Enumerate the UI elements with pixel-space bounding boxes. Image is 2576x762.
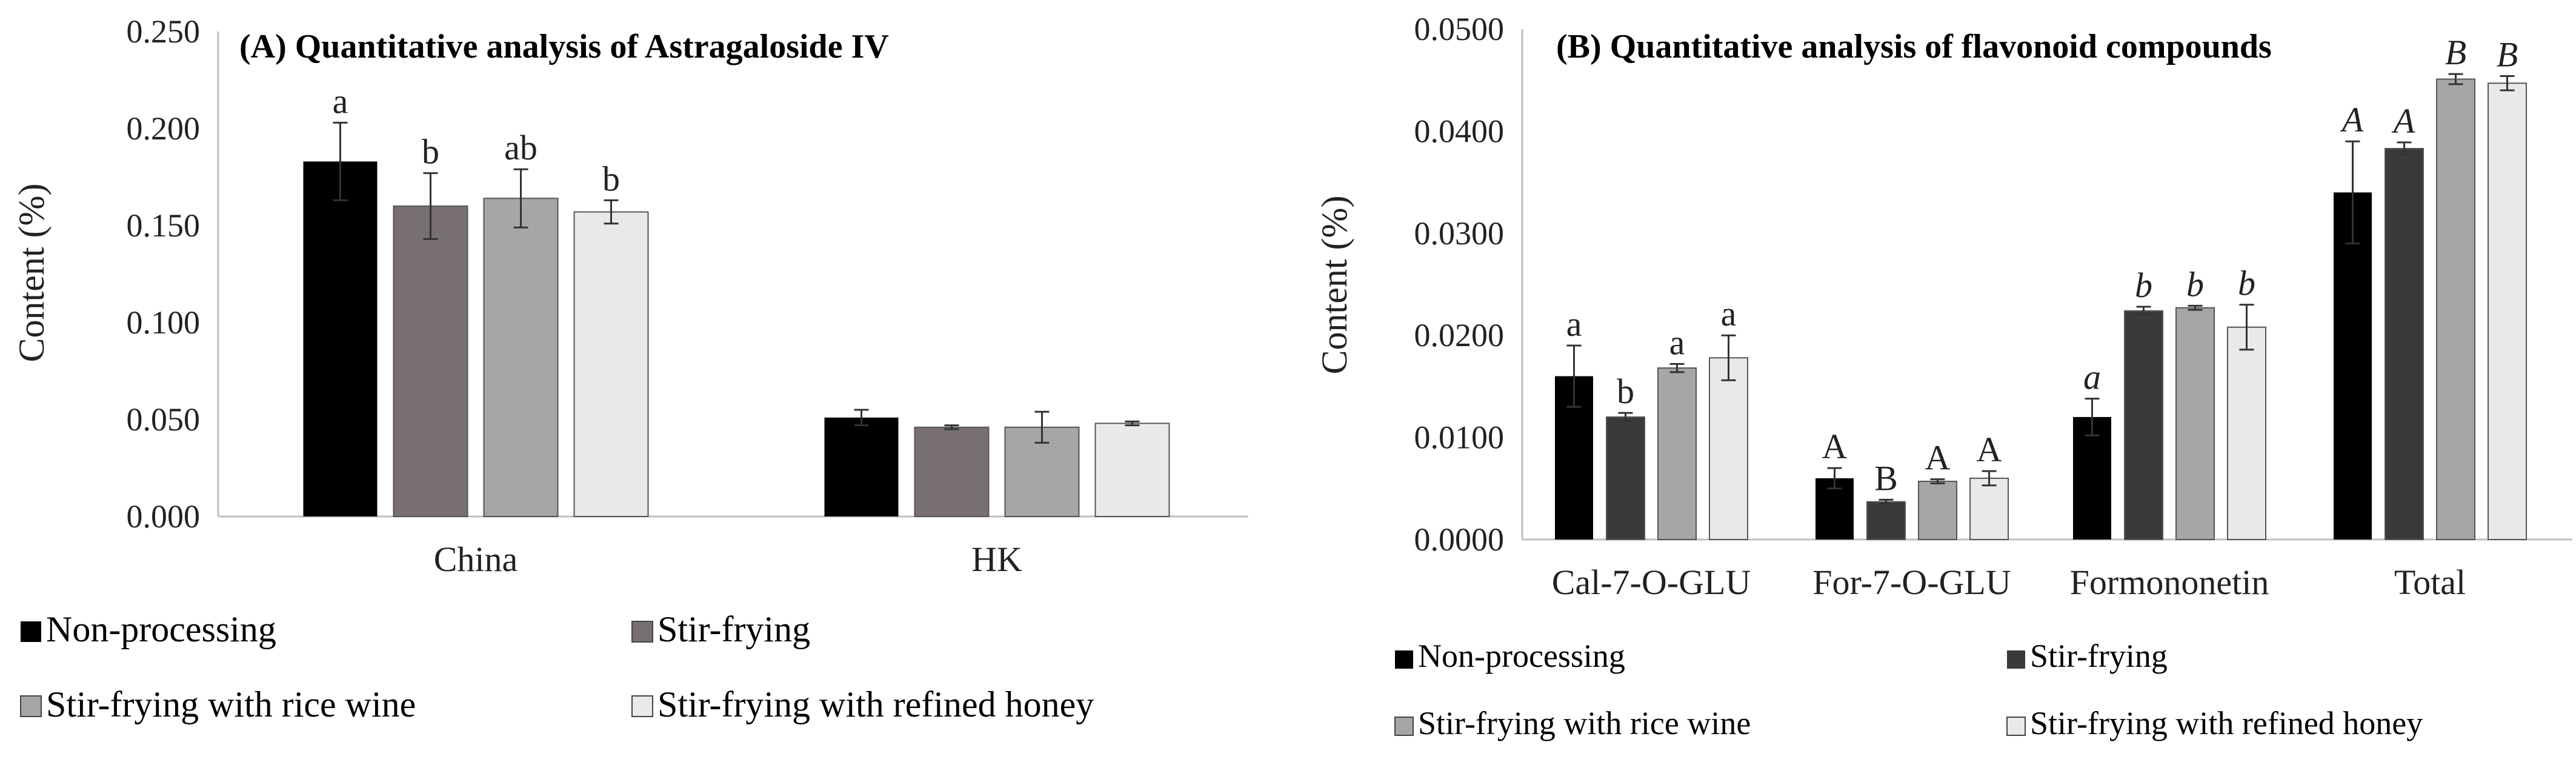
b-significance-label: B: [2497, 35, 2518, 74]
panel-b-title: (B) Quantitative analysis of flavonoid c…: [1556, 28, 2272, 65]
b-bar: [2124, 310, 2163, 540]
panel-a-title: (A) Quantitative analysis of Astragalosi…: [239, 28, 889, 65]
legend-swatch: [21, 621, 41, 642]
panel-b-category-label: Cal-7-O-GLU: [1552, 563, 1751, 602]
panel-b: (B) Quantitative analysis of flavonoid c…: [1314, 11, 2572, 741]
b-bar: [1969, 477, 2009, 541]
panel-b-category-label: Formononetin: [2070, 563, 2269, 602]
panel-b-categories: Cal-7-O-GLU For-7-O-GLU Formononetin Tot…: [1552, 563, 2466, 602]
a-bar: [393, 206, 468, 517]
legend-label: Non-processing: [1418, 638, 1625, 674]
legend-item-refined-honey: Stir-frying with refined honey: [2006, 705, 2423, 741]
panel-a-bars: ab abb: [303, 81, 1170, 518]
panel-a-y-axis-label: Content (%): [12, 184, 52, 363]
panel-a-category-label: China: [434, 540, 518, 579]
b-bar: [1709, 357, 1748, 540]
b-y-tick-label: 0.0000: [1414, 521, 1505, 558]
b-significance-label: A: [2340, 100, 2364, 139]
panel-a-category-label: HK: [971, 540, 1022, 579]
b-significance-label: a: [1669, 323, 1685, 362]
b-y-tick-label: 0.0200: [1414, 317, 1505, 353]
legend-label: Stir-frying with refined honey: [2030, 705, 2423, 741]
b-bar: [2227, 326, 2266, 541]
panel-b-category-label: Total: [2394, 563, 2466, 602]
panel-b-legend: Non-processing Stir-frying Stir-frying w…: [1394, 638, 2423, 741]
b-y-tick-label: 0.0400: [1414, 113, 1505, 149]
b-bar: [1606, 416, 1645, 540]
legend-swatch: [20, 695, 42, 717]
b-significance-label: b: [2186, 264, 2204, 304]
a-y-tick-label: 0.200: [127, 110, 201, 147]
a-bar: [824, 417, 899, 516]
b-significance-label: A: [1822, 427, 1848, 466]
b-significance-label: b: [1617, 372, 1634, 411]
b-significance-label: B: [2445, 33, 2466, 72]
b-bar: [1918, 481, 1957, 541]
legend-item-refined-honey: Stir-frying with refined honey: [631, 684, 1094, 724]
a-y-tick-label: 0.050: [127, 401, 201, 438]
b-bar: [1866, 501, 1906, 541]
a-y-tick-label: 0.100: [127, 304, 201, 341]
b-bar: [2488, 82, 2527, 540]
panel-b-category-label: For-7-O-GLU: [1812, 563, 2011, 602]
legend-swatch: [631, 621, 653, 643]
legend-item-non-processing: Non-processing: [1395, 638, 1625, 674]
a-bar: [303, 161, 378, 516]
a-y-tick-label: 0.150: [127, 207, 201, 244]
b-significance-label: B: [1874, 458, 1898, 498]
legend-item-non-processing: Non-processing: [21, 609, 276, 649]
b-y-tick-label: 0.0500: [1414, 11, 1505, 47]
b-bar: [2073, 416, 2111, 540]
b-significance-label: a: [1721, 294, 1737, 333]
panel-b-y-axis-label: Content (%): [1314, 196, 1354, 375]
panel-a-legend: Non-processing Stir-frying Stir-frying w…: [20, 609, 1094, 724]
legend-label: Stir-frying: [657, 609, 810, 649]
legend-label: Non-processing: [46, 609, 276, 649]
b-significance-label: A: [1925, 438, 1951, 478]
panel-a-y-ticks: 0.000 0.050 0.100 0.150 0.200 0.250: [127, 13, 201, 535]
b-significance-label: a: [2083, 358, 2101, 397]
panel-b-y-ticks: 0.0000 0.0100 0.0200 0.0300 0.0400 0.0500: [1414, 11, 1505, 558]
b-bar: [2175, 307, 2215, 540]
legend-swatch: [1394, 717, 1414, 736]
legend-item-rice-wine: Stir-frying with rice wine: [20, 684, 416, 724]
b-bar: [2436, 78, 2475, 541]
a-significance-label: b: [602, 159, 620, 198]
b-significance-label: b: [2238, 264, 2255, 303]
b-significance-label: b: [2135, 266, 2152, 305]
b-bar: [2385, 148, 2424, 540]
legend-swatch: [1395, 650, 1413, 669]
b-bar: [2334, 192, 2372, 540]
legend-label: Stir-frying with rice wine: [1418, 705, 1751, 741]
b-bar: [1657, 367, 1697, 540]
legend-swatch: [2006, 717, 2026, 736]
a-significance-label: a: [333, 81, 348, 121]
legend-swatch: [2007, 650, 2025, 669]
legend-item-rice-wine: Stir-frying with rice wine: [1394, 705, 1751, 741]
b-y-tick-label: 0.0300: [1414, 215, 1505, 252]
b-significance-label: A: [2391, 101, 2415, 141]
a-y-tick-label: 0.000: [127, 498, 201, 535]
a-bar: [573, 211, 649, 517]
b-significance-label: a: [1566, 304, 1582, 344]
legend-label: Stir-frying: [2030, 638, 2168, 674]
legend-item-stir-frying: Stir-frying: [631, 609, 810, 649]
a-bar: [914, 426, 990, 517]
a-significance-label: ab: [504, 128, 537, 167]
panel-a: (A) Quantitative analysis of Astragalosi…: [12, 13, 1248, 724]
legend-label: Stir-frying with refined honey: [657, 684, 1094, 724]
legend-label: Stir-frying with rice wine: [46, 684, 416, 724]
b-significance-label: A: [1977, 430, 2002, 469]
a-y-tick-label: 0.250: [127, 13, 201, 50]
legend-item-stir-frying: Stir-frying: [2007, 638, 2168, 674]
panel-a-categories: China HK: [434, 540, 1022, 579]
a-bar: [1094, 423, 1170, 518]
a-bar: [483, 198, 559, 517]
b-y-tick-label: 0.0100: [1414, 419, 1505, 456]
legend-swatch: [631, 695, 653, 717]
a-significance-label: b: [422, 132, 439, 172]
